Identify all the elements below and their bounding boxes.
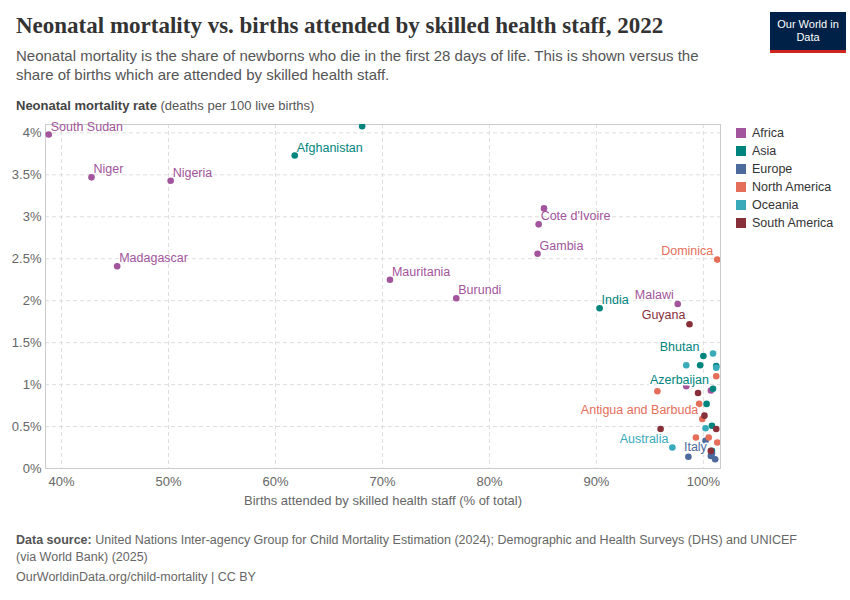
svg-text:Bhutan: Bhutan bbox=[660, 340, 700, 354]
svg-text:Antigua and Barbuda: Antigua and Barbuda bbox=[581, 403, 699, 417]
svg-text:80%: 80% bbox=[476, 474, 502, 489]
svg-text:2.5%: 2.5% bbox=[12, 251, 42, 266]
html-text:OurWorldinData.org/child-morta: OurWorldinData.org/child-mortality | CC … bbox=[16, 570, 256, 584]
svg-text:1.5%: 1.5% bbox=[12, 335, 42, 350]
svg-text:Malawi: Malawi bbox=[635, 288, 674, 302]
html-text:Our World in Data: Our World in Data bbox=[777, 18, 839, 43]
html-text:Data source: United Nations In: Data source: United Nations Inter-agency… bbox=[16, 533, 797, 564]
svg-text:4%: 4% bbox=[23, 125, 42, 140]
html-text:Neonatal mortality rate (death: Neonatal mortality rate (deaths per 100 … bbox=[16, 98, 315, 113]
svg-text:40%: 40% bbox=[49, 474, 75, 489]
svg-text:70%: 70% bbox=[369, 474, 395, 489]
svg-text:Burundi: Burundi bbox=[458, 283, 501, 297]
svg-text:3%: 3% bbox=[23, 209, 42, 224]
svg-text:50%: 50% bbox=[156, 474, 182, 489]
html-text:Neonatal mortality is the shar: Neonatal mortality is the share of newbo… bbox=[16, 47, 699, 83]
svg-text:100%: 100% bbox=[687, 474, 721, 489]
html-text:South America: South America bbox=[752, 216, 834, 230]
svg-text:Madagascar: Madagascar bbox=[119, 251, 188, 265]
svg-text:1%: 1% bbox=[23, 377, 42, 392]
html-text:Europe: Europe bbox=[752, 162, 793, 176]
svg-text:Guyana: Guyana bbox=[642, 308, 686, 322]
svg-text:India: India bbox=[602, 293, 629, 307]
svg-text:Niger: Niger bbox=[93, 162, 123, 176]
svg-text:90%: 90% bbox=[583, 474, 609, 489]
html-text:Oceania: Oceania bbox=[752, 198, 799, 212]
svg-text:Gambia: Gambia bbox=[540, 239, 584, 253]
svg-text:Italy: Italy bbox=[684, 440, 708, 454]
svg-text:Births attended by skilled hea: Births attended by skilled health staff … bbox=[244, 493, 522, 508]
html-text:Africa: Africa bbox=[752, 126, 784, 140]
svg-text:Dominica: Dominica bbox=[661, 244, 713, 258]
svg-text:Cote d'Ivoire: Cote d'Ivoire bbox=[541, 209, 611, 223]
svg-text:Afghanistan: Afghanistan bbox=[297, 141, 363, 155]
html-text:North America: North America bbox=[752, 180, 832, 194]
html-text:Asia: Asia bbox=[752, 144, 777, 158]
svg-text:3.5%: 3.5% bbox=[12, 167, 42, 182]
html-text:Neonatal mortality vs. births: Neonatal mortality vs. births attended b… bbox=[16, 13, 664, 38]
svg-text:Australia: Australia bbox=[620, 432, 669, 446]
svg-text:2%: 2% bbox=[23, 293, 42, 308]
svg-text:Nigeria: Nigeria bbox=[173, 166, 213, 180]
svg-text:Mauritania: Mauritania bbox=[392, 265, 450, 279]
svg-text:60%: 60% bbox=[262, 474, 288, 489]
svg-text:0.5%: 0.5% bbox=[12, 419, 42, 434]
svg-text:South Sudan: South Sudan bbox=[51, 120, 123, 134]
svg-text:0%: 0% bbox=[23, 461, 42, 476]
svg-text:Azerbaijan: Azerbaijan bbox=[650, 373, 709, 387]
